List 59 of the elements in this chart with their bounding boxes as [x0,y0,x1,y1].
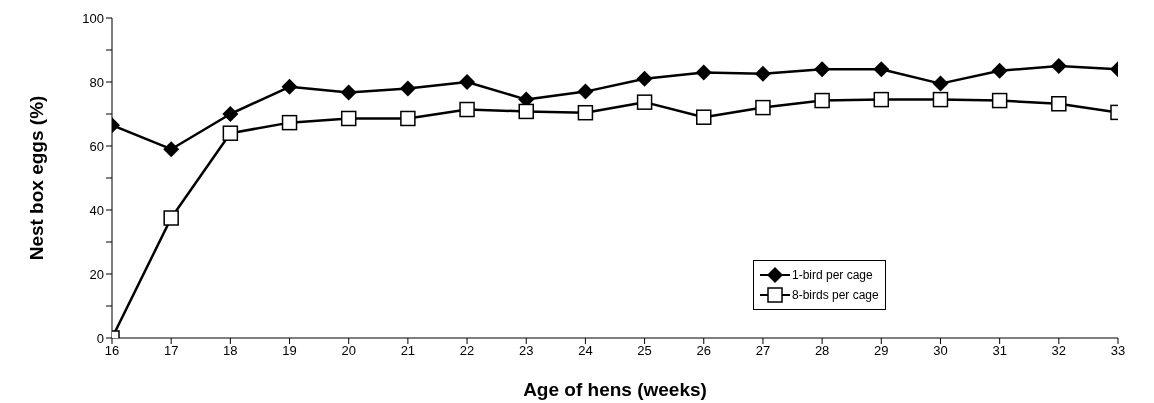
x-tick-label: 32 [1051,343,1067,359]
point [577,104,594,121]
point [163,210,179,226]
point [636,94,653,110]
point [814,61,831,78]
x-tick-label: 33 [1110,343,1126,359]
point [281,78,298,95]
point [754,65,771,82]
point [222,125,239,141]
point [755,99,771,116]
point [991,92,1008,109]
x-tick-label: 30 [933,343,948,359]
y-tick-label: 0 [96,330,104,346]
y-tick-label: 60 [89,138,104,154]
x-tick-label: 29 [874,343,889,359]
point [696,109,712,125]
point [399,80,416,97]
y-tick-label: 100 [82,10,104,26]
point [281,114,298,131]
y-tick-label: 80 [89,74,104,90]
x-tick-label: 25 [637,343,652,359]
x-tick-label: 22 [459,343,475,359]
point [695,64,712,81]
point [163,141,180,158]
x-tick-label: 26 [696,343,711,359]
x-tick-label: 28 [814,343,830,359]
x-tick-label: 21 [400,343,416,359]
point [873,91,890,108]
point [400,110,416,127]
legend-label: 8-birds per cage [792,288,879,302]
x-axis-title: Age of hens (weeks) [523,379,707,400]
point [459,74,476,90]
x-tick-label: 20 [341,343,356,359]
x-tick-label: 23 [519,343,534,359]
point [577,83,594,100]
point [518,103,534,120]
point [340,84,357,101]
x-tick-label: 31 [992,343,1007,359]
x-tick-label: 17 [163,343,179,359]
y-tick-label: 20 [89,266,104,282]
x-tick-label: 27 [755,343,771,359]
point [991,62,1008,79]
point [1051,96,1067,112]
y-tick-label: 40 [89,202,104,218]
point [932,91,949,108]
point [340,110,357,127]
point [636,70,653,87]
point [932,75,949,92]
x-tick-label: 24 [578,343,593,359]
point [1050,58,1067,74]
x-tick-label: 16 [104,343,120,359]
point [222,106,239,122]
legend-label: 1-bird per cage [792,268,873,282]
point [814,92,830,109]
x-tick-label: 19 [282,343,297,359]
y-axis-title: Nest box eggs (%) [25,95,47,261]
x-tick-label: 18 [223,343,238,359]
point [459,101,475,118]
point [873,61,890,78]
